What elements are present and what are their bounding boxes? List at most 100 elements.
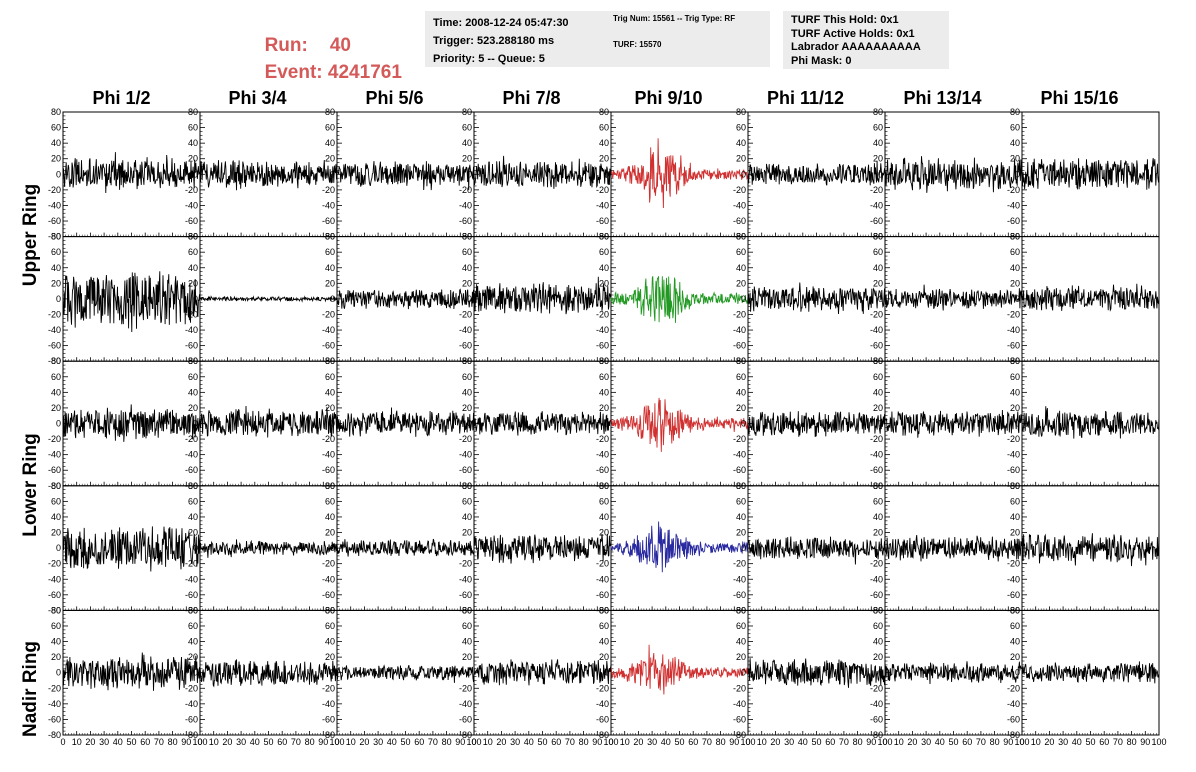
y-tick-label: -60 (185, 216, 198, 226)
y-tick-label: -40 (1007, 699, 1020, 709)
y-tick-label: 40 (599, 512, 609, 522)
x-tick-label: 80 (716, 737, 726, 747)
waveform-trace (1021, 283, 1160, 312)
y-tick-label: 0 (56, 419, 61, 429)
y-tick-label: 60 (1010, 372, 1020, 382)
y-tick-label: -20 (1007, 309, 1020, 319)
y-tick-label: -60 (1007, 465, 1020, 475)
y-tick-label: 0 (878, 668, 883, 678)
y-tick-label: 20 (325, 652, 335, 662)
x-tick-label: 60 (414, 737, 424, 747)
y-tick-label: -40 (322, 200, 335, 210)
x-tick-label: 30 (647, 737, 657, 747)
y-tick-label: -40 (870, 325, 883, 335)
y-tick-label: 60 (462, 621, 472, 631)
y-tick-label: 80 (873, 481, 883, 491)
y-tick-label: -40 (870, 450, 883, 460)
y-tick-label: 60 (462, 123, 472, 133)
y-tick-label: 40 (188, 637, 198, 647)
y-tick-label: 60 (1010, 621, 1020, 631)
y-tick-label: 40 (188, 138, 198, 148)
y-tick-label: -80 (1007, 730, 1020, 740)
y-tick-label: 0 (467, 169, 472, 179)
x-tick-label: 80 (579, 737, 589, 747)
y-tick-label: 20 (1010, 652, 1020, 662)
y-tick-label: 0 (193, 169, 198, 179)
y-tick-label: 80 (462, 107, 472, 117)
y-tick-label: 40 (51, 263, 61, 273)
x-tick-label: 100 (740, 737, 755, 747)
y-tick-label: -60 (733, 590, 746, 600)
y-tick-label: 40 (873, 637, 883, 647)
column-title-phi-5-6: Phi 5/6 (365, 88, 424, 108)
y-tick-label: 80 (599, 356, 609, 366)
y-tick-label: 20 (325, 278, 335, 288)
y-tick-label: 20 (325, 403, 335, 413)
y-tick-label: 0 (604, 543, 609, 553)
y-tick-label: 0 (741, 543, 746, 553)
x-tick-label: 10 (620, 737, 630, 747)
y-tick-label: 0 (604, 419, 609, 429)
y-tick-label: -60 (733, 216, 746, 226)
y-tick-label: 60 (599, 247, 609, 257)
y-tick-label: 80 (599, 107, 609, 117)
y-tick-label: 60 (1010, 123, 1020, 133)
y-tick-label: -60 (459, 216, 472, 226)
x-tick-label: 70 (976, 737, 986, 747)
y-tick-label: 80 (1010, 356, 1020, 366)
y-tick-label: 0 (467, 294, 472, 304)
y-tick-label: -40 (870, 200, 883, 210)
waveform-trace (747, 161, 886, 186)
x-tick-label: 90 (318, 737, 328, 747)
y-tick-label: -20 (596, 559, 609, 569)
time-info-box: Time: 2008-12-24 05:47:30 Trigger: 523.2… (425, 11, 605, 67)
y-tick-label: -80 (870, 730, 883, 740)
y-tick-label: 80 (462, 356, 472, 366)
y-tick-label: 80 (736, 107, 746, 117)
y-tick-label: 60 (873, 621, 883, 631)
x-tick-label: 50 (400, 737, 410, 747)
waveform-trace (610, 138, 749, 209)
y-tick-label: 80 (1010, 605, 1020, 615)
y-tick-label: 40 (599, 138, 609, 148)
y-tick-label: 80 (736, 481, 746, 491)
y-tick-label: -40 (185, 325, 198, 335)
y-tick-label: -60 (733, 714, 746, 724)
y-tick-label: 40 (462, 387, 472, 397)
waveform-trace (1021, 406, 1160, 439)
x-tick-label: 10 (894, 737, 904, 747)
y-tick-label: 0 (330, 419, 335, 429)
x-tick-label: 40 (113, 737, 123, 747)
y-tick-label: -60 (733, 465, 746, 475)
y-tick-label: 40 (325, 387, 335, 397)
y-tick-label: 80 (51, 107, 61, 117)
x-tick-label: 60 (1099, 737, 1109, 747)
x-tick-label: 20 (907, 737, 917, 747)
y-tick-label: 80 (1010, 232, 1020, 242)
y-tick-label: 40 (873, 138, 883, 148)
y-tick-label: 80 (1010, 481, 1020, 491)
waveform-trace (62, 404, 201, 442)
x-tick-label: 60 (551, 737, 561, 747)
y-tick-label: 40 (51, 512, 61, 522)
y-tick-label: -20 (459, 683, 472, 693)
y-tick-label: 20 (736, 154, 746, 164)
y-tick-label: -80 (459, 730, 472, 740)
y-tick-label: 60 (325, 372, 335, 382)
y-tick-label: 60 (188, 621, 198, 631)
y-tick-label: 40 (51, 387, 61, 397)
y-tick-label: -40 (1007, 574, 1020, 584)
y-tick-label: 0 (193, 668, 198, 678)
x-tick-label: 20 (496, 737, 506, 747)
y-tick-label: 0 (604, 169, 609, 179)
y-tick-label: -40 (48, 200, 61, 210)
